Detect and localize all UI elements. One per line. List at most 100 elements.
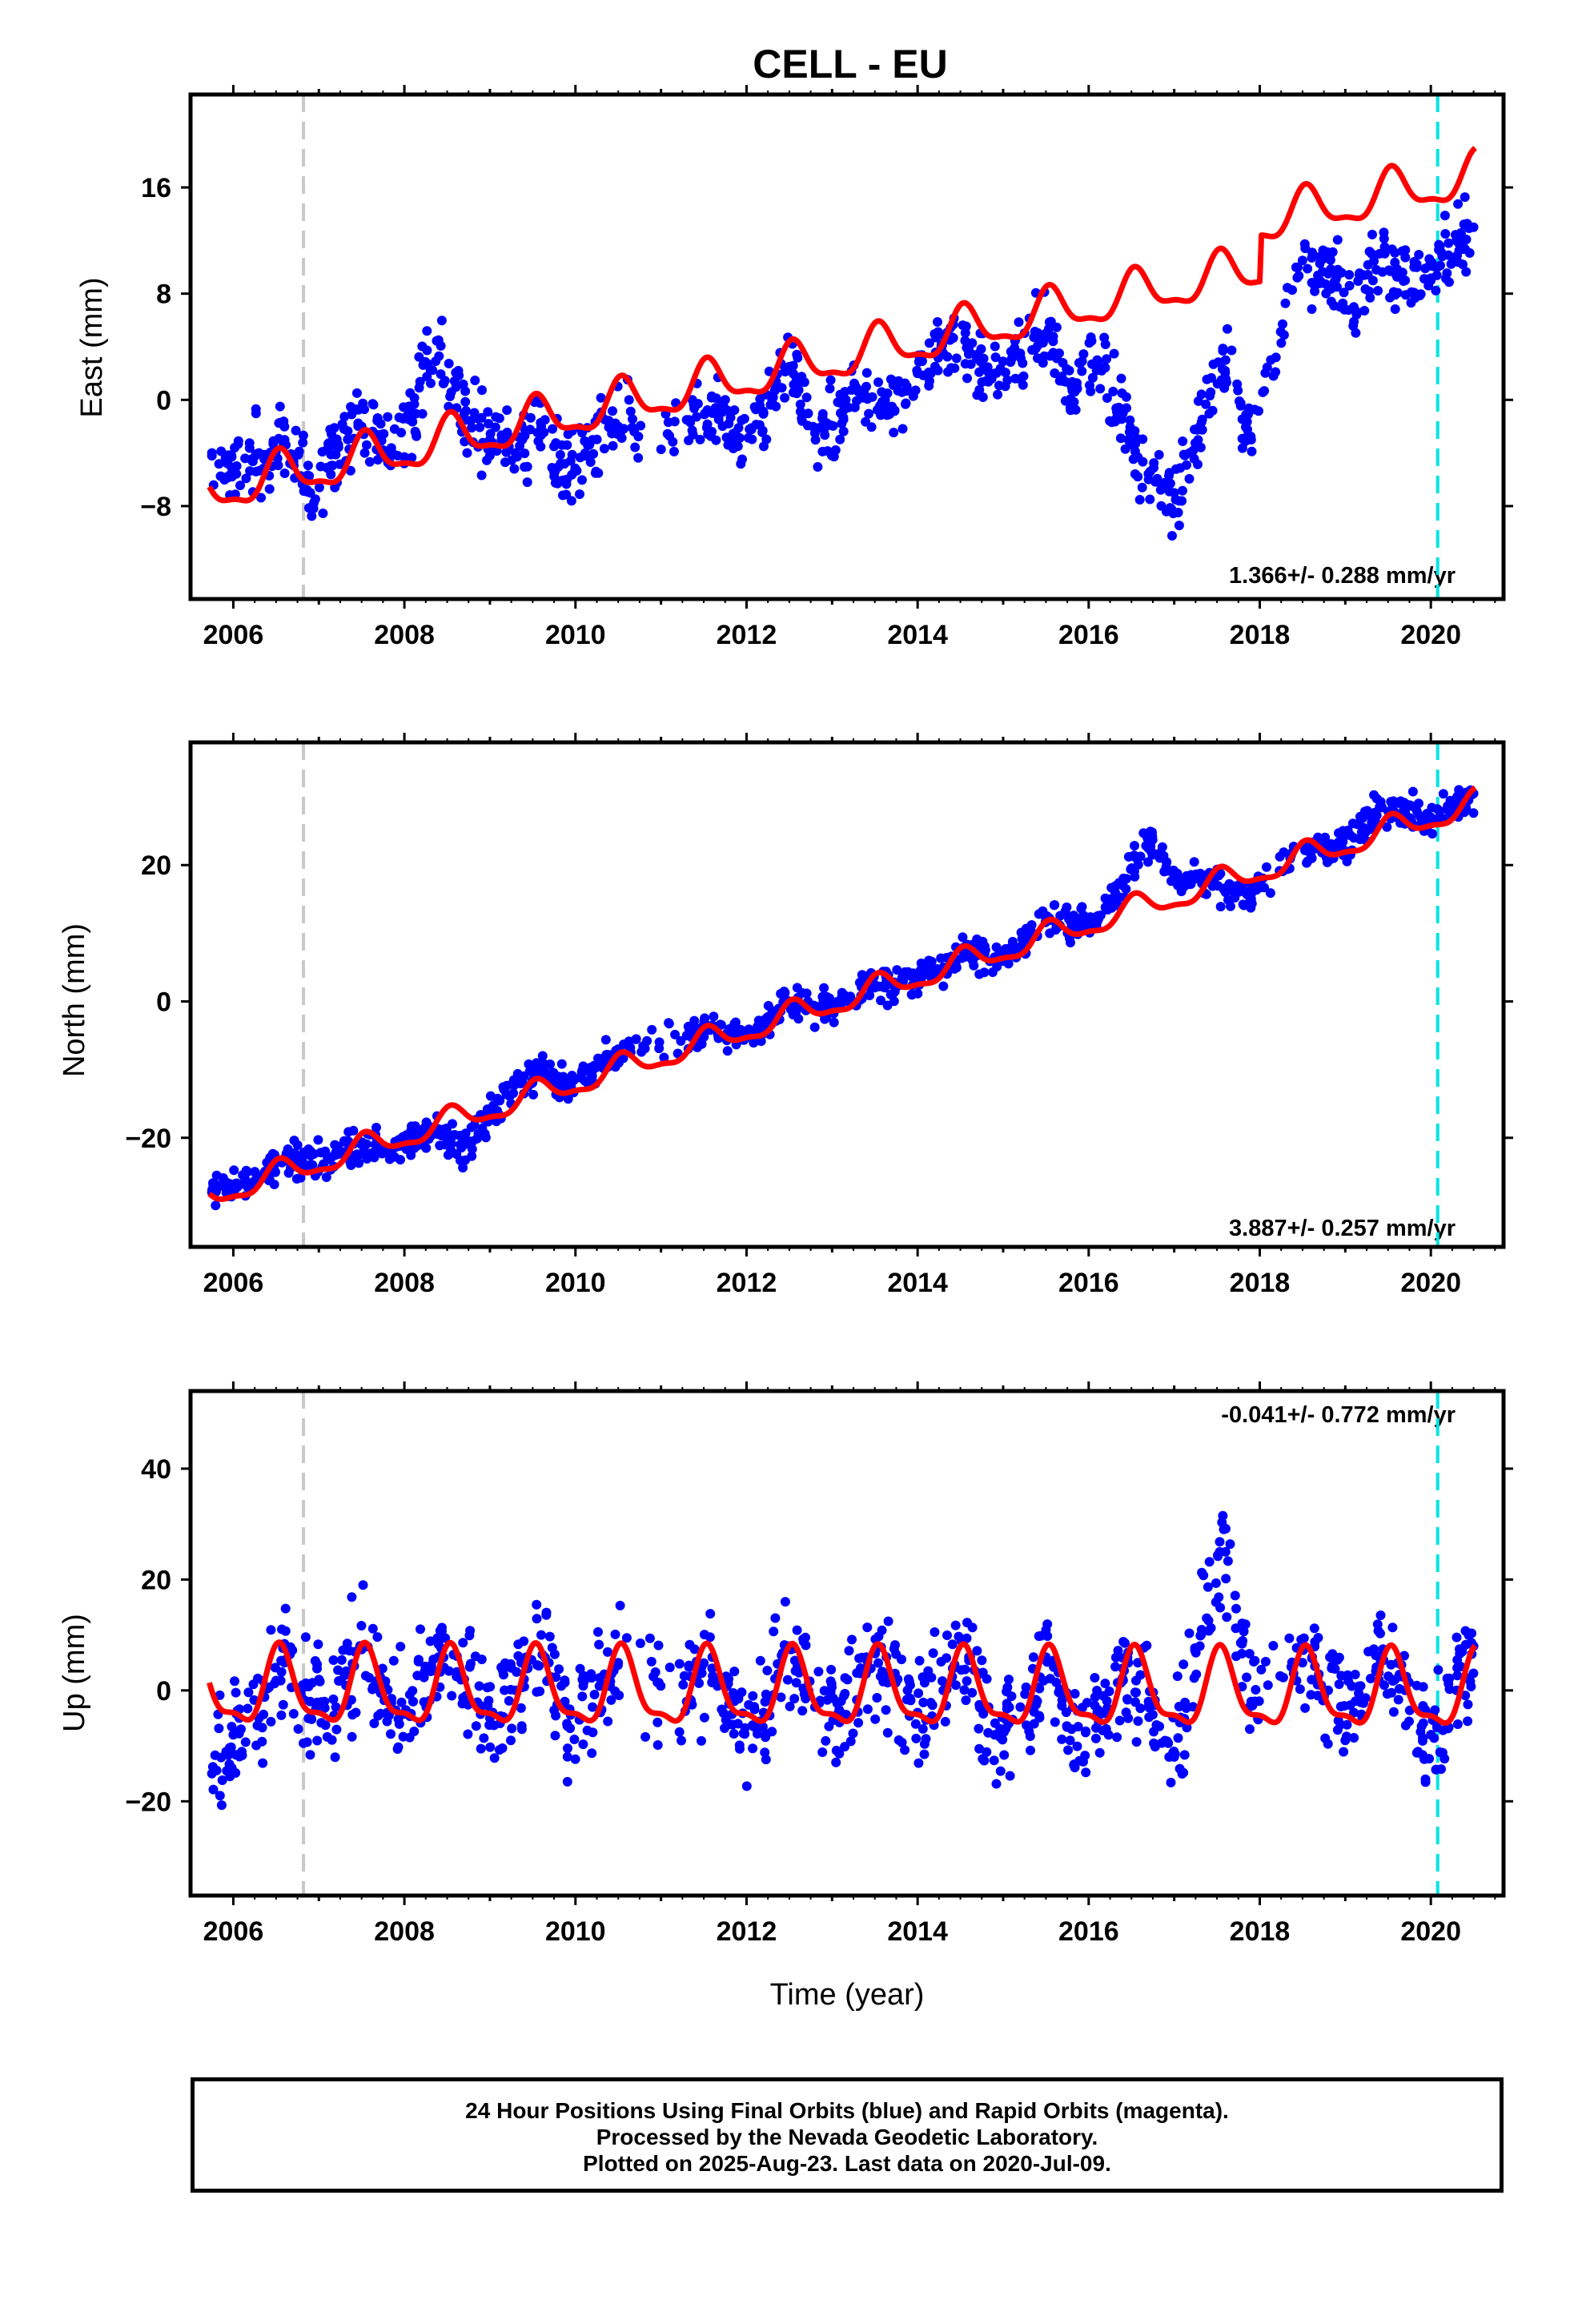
- north-daily-point: [991, 942, 1002, 952]
- up-daily-point: [831, 1745, 841, 1755]
- up-rate-label: -0.041+/- 0.772 mm/yr: [1221, 1402, 1456, 1428]
- north-daily-point: [466, 1122, 476, 1132]
- up-daily-point: [544, 1631, 555, 1642]
- north-daily-point: [638, 1041, 648, 1051]
- north-daily-point: [600, 1035, 611, 1045]
- east-daily-point: [1207, 372, 1216, 383]
- east-daily-point: [577, 475, 587, 485]
- north-daily-point: [823, 1000, 833, 1011]
- north-daily-point: [619, 1039, 628, 1049]
- north-daily-point: [1130, 841, 1139, 850]
- east-daily-point: [484, 451, 495, 460]
- up-daily-point: [1120, 1638, 1130, 1648]
- up-daily-point: [919, 1739, 930, 1749]
- east-daily-point: [889, 428, 899, 438]
- north-daily-point: [580, 1076, 590, 1086]
- north-daily-point: [1157, 842, 1167, 852]
- east-daily-point: [803, 408, 813, 419]
- north-daily-point: [557, 1080, 568, 1091]
- east-daily-point: [517, 434, 528, 444]
- up-daily-point: [1394, 1683, 1404, 1694]
- east-y-label: East (mm): [75, 277, 109, 417]
- up-daily-point: [1005, 1771, 1015, 1781]
- north-daily-point: [779, 987, 789, 996]
- up-daily-point: [1340, 1735, 1351, 1746]
- up-daily-point: [299, 1738, 308, 1748]
- east-daily-point: [1460, 192, 1470, 203]
- up-daily-point: [328, 1694, 339, 1704]
- up-daily-point: [891, 1649, 901, 1659]
- up-daily-point: [1444, 1684, 1455, 1695]
- east-daily-point: [1326, 264, 1336, 275]
- up-daily-point: [369, 1719, 379, 1728]
- up-daily-point: [1204, 1557, 1215, 1567]
- up-daily-point: [797, 1706, 808, 1716]
- north-daily-point: [676, 1035, 686, 1046]
- east-daily-point: [1115, 433, 1126, 444]
- east-daily-point: [244, 438, 255, 448]
- north-daily-point: [1414, 798, 1423, 809]
- east-daily-point: [947, 332, 958, 343]
- east-daily-point: [1102, 393, 1112, 403]
- up-daily-point: [1223, 1556, 1233, 1566]
- north-daily-point: [1003, 959, 1014, 969]
- north-daily-point: [596, 1054, 606, 1064]
- east-daily-point: [1044, 317, 1054, 328]
- north-daily-point: [659, 1052, 669, 1063]
- east-daily-point: [624, 395, 634, 405]
- east-daily-point: [729, 444, 738, 453]
- up-daily-point: [1239, 1626, 1249, 1637]
- east-daily-point: [770, 383, 781, 392]
- up-daily-point: [408, 1696, 419, 1707]
- east-daily-point: [1038, 358, 1048, 368]
- up-daily-point: [1170, 1749, 1180, 1759]
- east-daily-point: [1235, 400, 1246, 411]
- east-daily-point: [711, 435, 721, 445]
- east-daily-point: [765, 400, 776, 410]
- east-daily-point: [476, 412, 487, 423]
- up-daily-point: [375, 1708, 386, 1719]
- east-daily-point: [1174, 521, 1184, 531]
- east-daily-point: [418, 360, 428, 370]
- east-daily-point: [548, 424, 557, 434]
- up-daily-point: [464, 1630, 475, 1641]
- north-daily-point: [1162, 858, 1172, 868]
- east-daily-point: [1222, 377, 1231, 388]
- east-daily-point: [1145, 494, 1155, 505]
- up-daily-point: [377, 1663, 387, 1674]
- north-daily-point: [449, 1130, 460, 1140]
- north-daily-point: [1305, 846, 1315, 857]
- caption-line-1: 24 Hour Positions Using Final Orbits (bl…: [465, 2098, 1229, 2123]
- up-daily-point: [1464, 1630, 1474, 1640]
- north-daily-point: [1189, 857, 1199, 867]
- east-daily-point: [235, 480, 245, 491]
- chart-title: CELL - EU: [753, 42, 948, 86]
- north-daily-point: [240, 1174, 251, 1184]
- east-daily-point: [308, 504, 319, 513]
- east-daily-point: [412, 431, 422, 441]
- east-daily-point: [1275, 327, 1286, 337]
- east-daily-point: [422, 326, 432, 336]
- up-daily-point: [974, 1699, 985, 1710]
- up-daily-point: [276, 1667, 287, 1677]
- up-daily-point: [1335, 1719, 1346, 1730]
- east-daily-point: [1177, 496, 1187, 506]
- up-daily-point: [1114, 1715, 1125, 1726]
- up-daily-point: [881, 1705, 891, 1715]
- up-x-tick-label: 2012: [717, 1916, 777, 1947]
- up-daily-point: [1309, 1623, 1319, 1634]
- up-daily-point: [606, 1695, 616, 1705]
- up-daily-point: [821, 1735, 831, 1746]
- up-daily-point: [1131, 1737, 1142, 1747]
- east-daily-point: [950, 363, 960, 373]
- up-daily-point: [1230, 1590, 1240, 1601]
- up-daily-point: [621, 1633, 632, 1643]
- up-daily-point: [1249, 1657, 1259, 1667]
- up-daily-point: [532, 1599, 542, 1610]
- up-daily-point: [1231, 1603, 1241, 1614]
- east-daily-point: [231, 461, 242, 471]
- up-panel: Up (mm) -0.041+/- 0.772 mm/yr Time (year…: [58, 1402, 1456, 2012]
- east-daily-point: [1367, 229, 1377, 239]
- up-daily-point: [316, 1718, 327, 1728]
- east-daily-point: [1426, 274, 1436, 284]
